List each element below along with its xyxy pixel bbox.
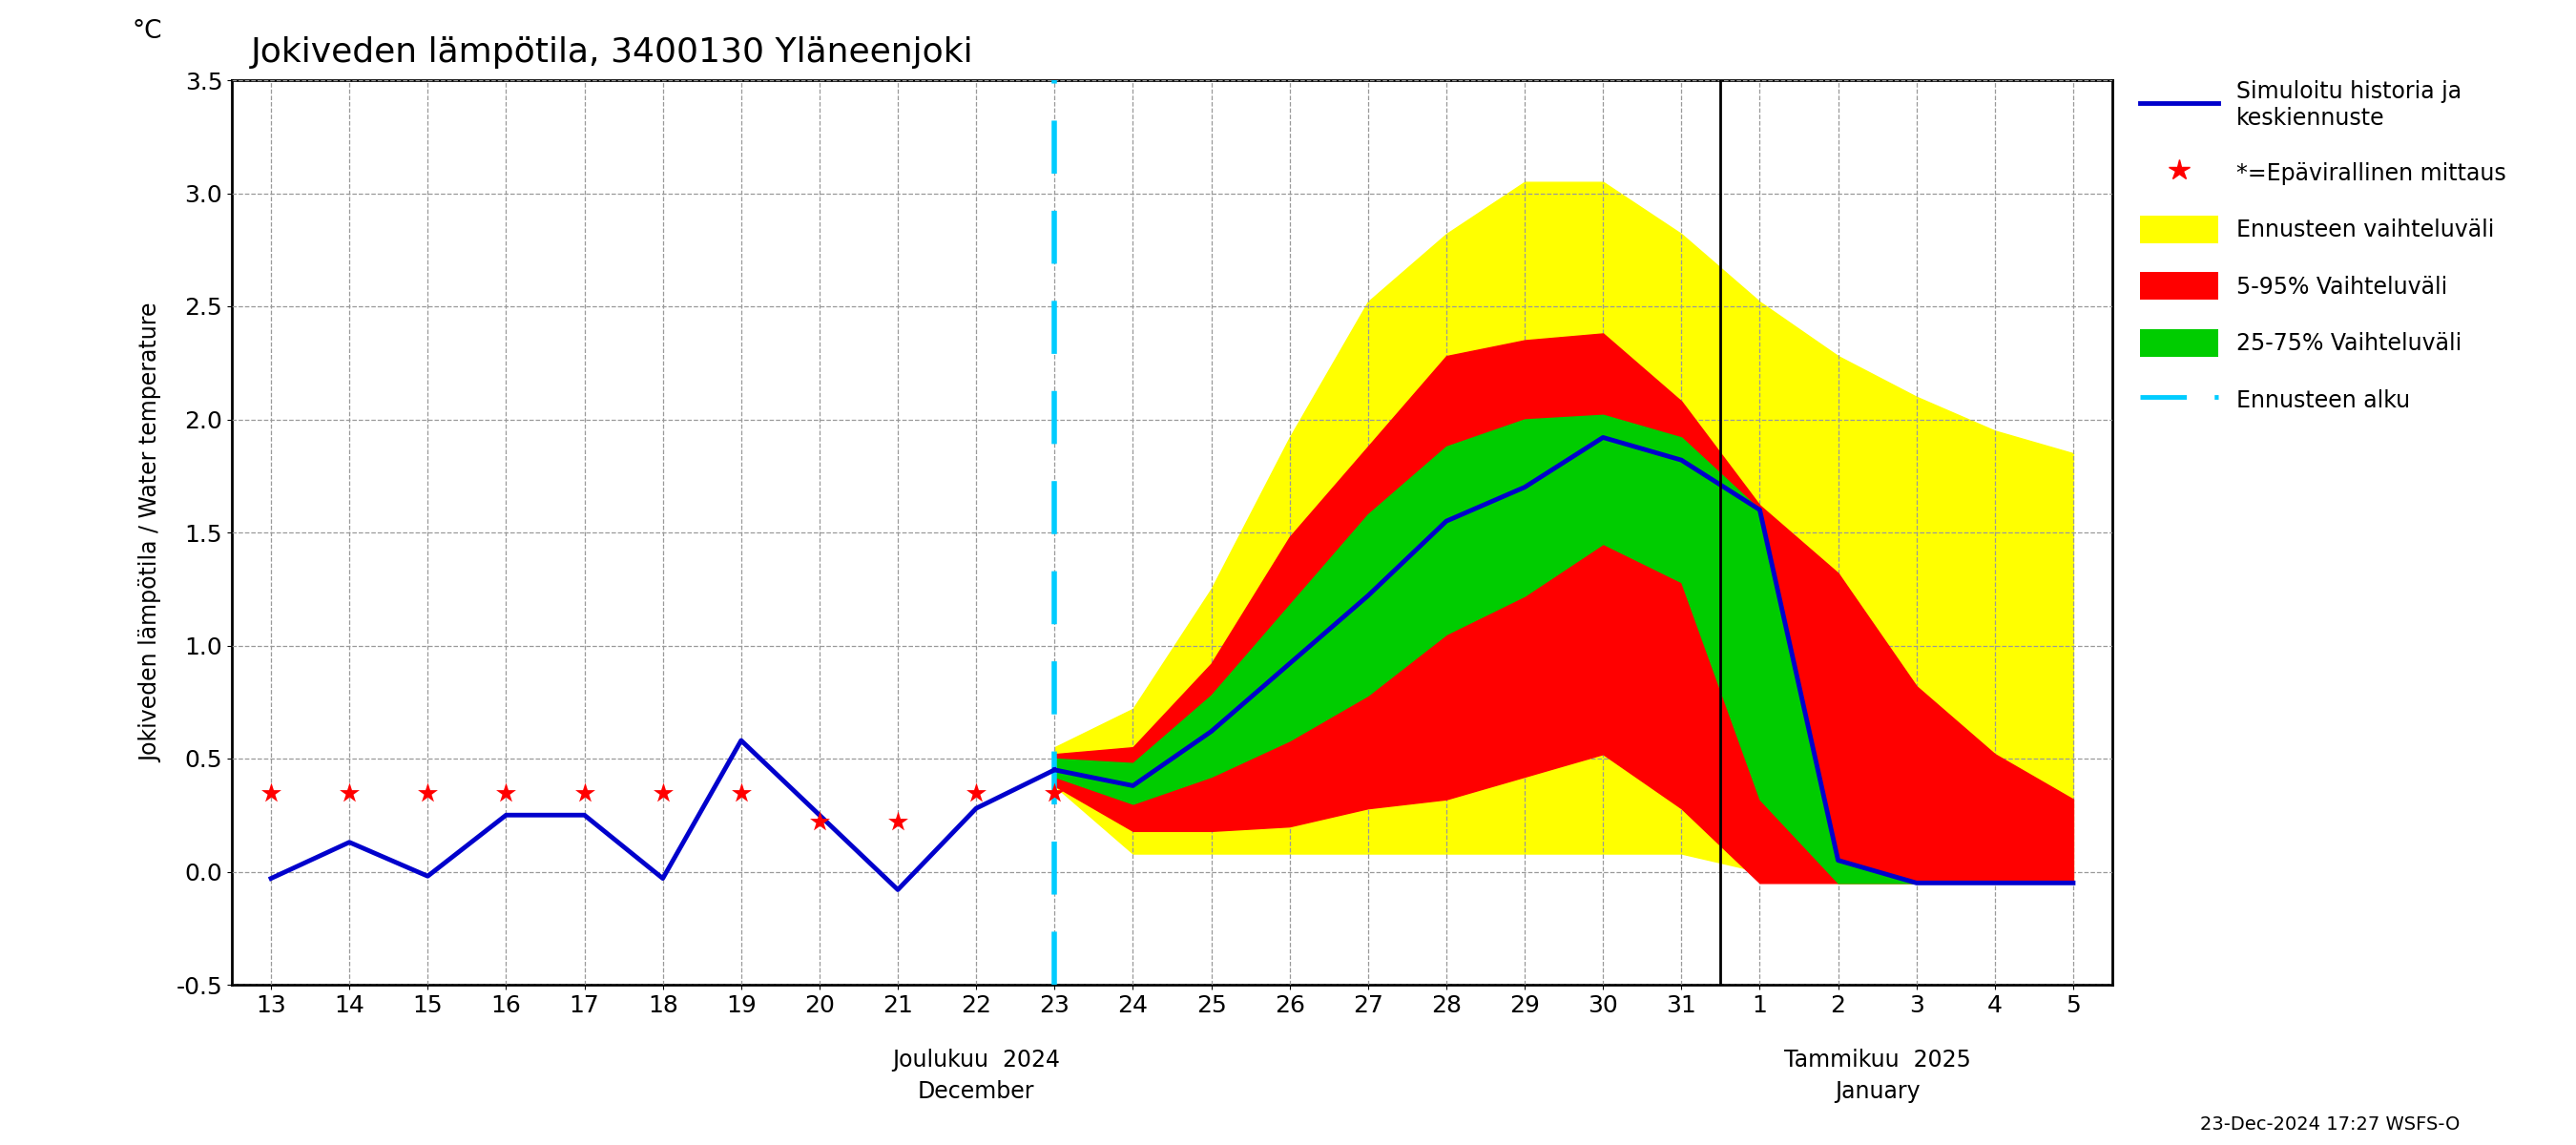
Text: Jokiveden lämpötila, 3400130 Yläneenjoki: Jokiveden lämpötila, 3400130 Yläneenjoki (250, 35, 974, 69)
Y-axis label: Jokiveden lämpötila / Water temperature: Jokiveden lämpötila / Water temperature (139, 302, 162, 763)
Point (641, 783, 683, 802)
Point (484, 783, 526, 802)
Point (956, 783, 997, 802)
Text: Tammikuu  2025
January: Tammikuu 2025 January (1783, 1049, 1971, 1103)
Legend: Simuloitu historia ja
keskiennuste, *=Epävirallinen mittaus, Ennusteen vaihteluv: Simuloitu historia ja keskiennuste, *=Ep… (2133, 73, 2514, 420)
Point (407, 783, 448, 802)
Text: Joulukuu  2024
December: Joulukuu 2024 December (891, 1049, 1061, 1103)
Point (721, 783, 762, 802)
Point (250, 783, 291, 802)
Text: °C: °C (131, 19, 162, 44)
Point (878, 813, 920, 831)
Point (799, 813, 840, 831)
Point (1033, 783, 1074, 802)
Point (564, 783, 605, 802)
Point (330, 783, 371, 802)
Text: 23-Dec-2024 17:27 WSFS-O: 23-Dec-2024 17:27 WSFS-O (2200, 1115, 2460, 1134)
